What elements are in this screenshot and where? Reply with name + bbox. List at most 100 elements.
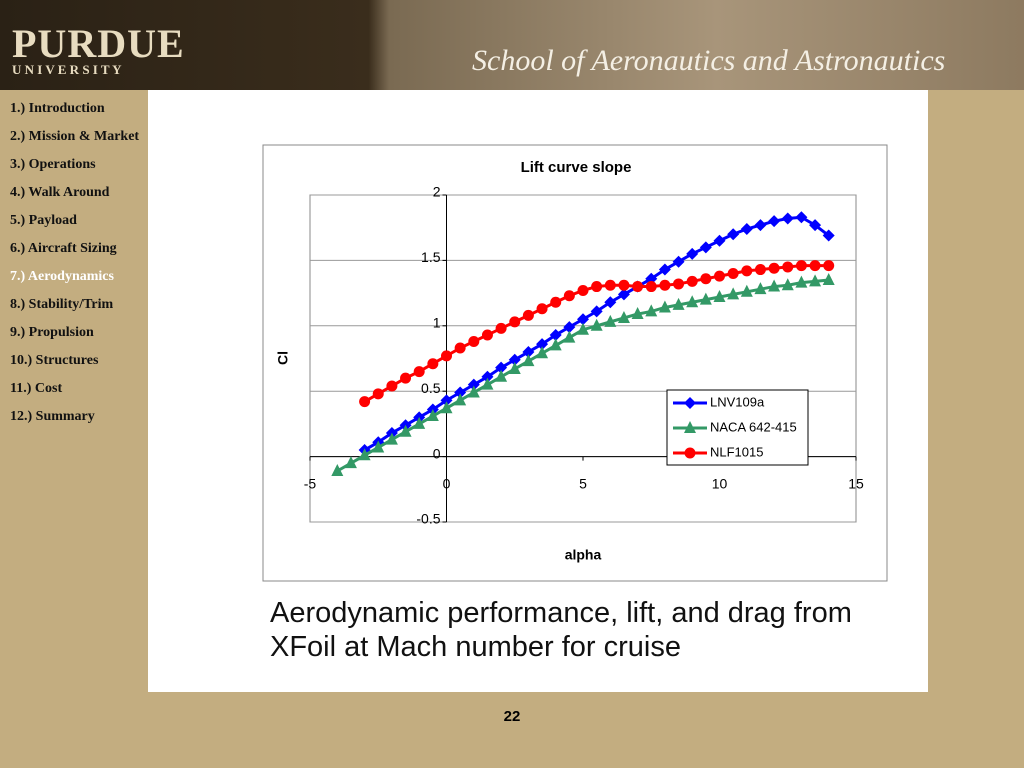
marker <box>563 330 576 343</box>
marker <box>617 288 630 301</box>
marker <box>740 284 753 297</box>
marker <box>727 267 739 279</box>
y-tick-label: 0.5 <box>421 380 441 396</box>
marker <box>684 421 696 433</box>
marker <box>658 300 671 313</box>
marker <box>372 388 384 400</box>
y-axis-label: Cl <box>275 351 291 365</box>
marker <box>741 265 753 277</box>
marker <box>604 279 616 291</box>
y-tick-label: 2 <box>433 184 441 200</box>
marker <box>467 385 480 398</box>
marker <box>577 322 589 335</box>
legend-label: LNV109a <box>710 394 765 409</box>
marker <box>686 275 698 287</box>
marker <box>331 463 344 476</box>
marker <box>454 393 467 406</box>
marker <box>427 358 439 370</box>
marker <box>684 447 696 459</box>
marker <box>481 377 494 390</box>
nav-item[interactable]: 5.) Payload <box>10 213 77 228</box>
legend-label: NACA 642-415 <box>710 419 797 434</box>
x-tick-label: -5 <box>304 475 317 491</box>
marker <box>400 372 412 384</box>
nav-item[interactable]: 3.) Operations <box>10 157 96 172</box>
logo-sub: U N I V E R S I T Y <box>12 62 122 77</box>
marker <box>658 263 671 276</box>
marker <box>604 296 617 309</box>
marker <box>727 228 740 241</box>
marker <box>782 261 794 273</box>
marker <box>413 416 426 429</box>
marker <box>454 342 466 354</box>
marker <box>536 303 548 315</box>
marker <box>713 290 726 303</box>
marker <box>754 219 767 232</box>
nav: 1.) Introduction 2.) Mission & Market 3.) … <box>0 90 148 426</box>
marker <box>508 361 521 374</box>
header: PURDUE U N I V E R S I T Y School of Aer… <box>0 0 1024 90</box>
plot-area <box>309 194 857 523</box>
marker <box>686 247 699 260</box>
marker <box>385 432 398 445</box>
marker <box>809 219 822 232</box>
marker <box>563 290 575 302</box>
marker <box>495 322 507 334</box>
marker <box>754 264 766 276</box>
marker <box>522 345 535 358</box>
nav-item[interactable]: 11.) Cost <box>10 381 63 396</box>
marker <box>549 338 562 351</box>
nav-item[interactable]: 4.) Walk Around <box>10 185 110 200</box>
y-tick-label: 0 <box>433 445 441 461</box>
nav-item[interactable]: 8.) Stability/Trim <box>10 297 114 312</box>
nav-item[interactable]: 1.) Introduction <box>10 101 105 116</box>
marker <box>727 287 740 300</box>
x-axis-label: alpha <box>565 547 602 563</box>
x-tick-label: 5 <box>579 475 587 491</box>
nav-item[interactable]: 7.) Aerodynamics <box>10 269 114 284</box>
marker <box>536 338 549 351</box>
caption: Aerodynamic performance, lift, and drag … <box>270 597 852 663</box>
marker <box>631 307 644 320</box>
x-tick-label: 10 <box>712 475 728 491</box>
marker <box>768 279 781 292</box>
marker <box>781 278 794 291</box>
nav-item[interactable]: 10.) Structures <box>10 353 99 368</box>
marker <box>399 424 412 437</box>
chart-title: Lift curve slope <box>521 159 632 176</box>
y-tick-label: 1.5 <box>421 249 441 265</box>
logo: PURDUE <box>12 21 185 66</box>
nav-item[interactable]: 9.) Propulsion <box>10 325 94 340</box>
marker <box>386 380 398 392</box>
marker <box>522 309 534 321</box>
marker <box>550 296 562 308</box>
x-tick-label: 15 <box>848 475 864 491</box>
marker <box>822 229 835 242</box>
marker <box>590 305 603 318</box>
marker <box>645 304 658 317</box>
marker <box>740 223 753 236</box>
marker <box>822 273 835 286</box>
marker <box>495 369 508 382</box>
x-tick-label: 0 <box>443 475 451 491</box>
marker <box>467 378 480 391</box>
marker <box>809 274 822 287</box>
marker <box>358 448 371 461</box>
marker <box>590 318 603 331</box>
nav-item[interactable]: 6.) Aircraft Sizing <box>10 241 117 256</box>
marker <box>577 313 589 326</box>
marker <box>359 396 371 408</box>
nav-item[interactable]: 12.) Summary <box>10 409 95 424</box>
marker <box>522 354 535 367</box>
marker <box>672 297 685 310</box>
marker <box>713 234 726 247</box>
nav-item[interactable]: 2.) Mission & Market <box>10 129 140 144</box>
marker <box>577 284 589 296</box>
marker <box>754 282 767 295</box>
marker <box>591 281 603 293</box>
marker <box>823 260 835 272</box>
y-tick-label: -0.5 <box>416 511 440 527</box>
marker <box>549 328 562 341</box>
marker <box>699 241 712 254</box>
